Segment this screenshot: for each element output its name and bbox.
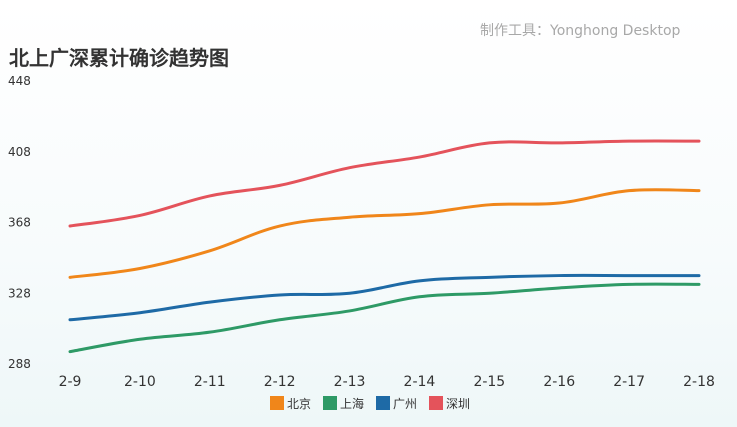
chart-title: 北上广深累计确诊趋势图	[9, 46, 229, 70]
x-tick-label: 2-14	[404, 374, 436, 390]
legend-item[interactable]: 广州	[376, 395, 417, 412]
series-line-深圳	[68, 139, 701, 228]
legend-label: 广州	[393, 396, 418, 411]
legend-label: 北京	[287, 396, 312, 411]
x-tick-label: 2-12	[264, 374, 296, 390]
legend-item[interactable]: 上海	[323, 395, 364, 412]
series-line-北京	[68, 188, 701, 279]
x-tick-label: 2-18	[683, 374, 715, 390]
y-tick-label: 288	[8, 357, 31, 371]
y-tick-label: 408	[8, 145, 31, 159]
x-tick-label: 2-10	[124, 374, 156, 390]
x-tick-label: 2-17	[613, 374, 645, 390]
legend-swatch	[270, 396, 284, 410]
legend-item[interactable]: 深圳	[429, 395, 470, 412]
x-tick-label: 2-9	[59, 374, 82, 390]
series-line-广州	[68, 273, 701, 322]
y-tick-label: 448	[8, 74, 31, 88]
x-tick-label: 2-11	[194, 374, 226, 390]
y-tick-label: 328	[8, 286, 31, 300]
legend-swatch	[323, 396, 338, 410]
series-line-上海	[68, 282, 701, 354]
legend-label: 深圳	[446, 396, 471, 411]
x-tick-label: 2-15	[473, 374, 505, 390]
chart-legend: 北京 上海 广州 深圳	[270, 394, 470, 412]
legend-swatch	[429, 396, 444, 410]
y-tick-label: 368	[8, 216, 31, 230]
legend-swatch	[376, 396, 391, 410]
legend-label: 上海	[340, 396, 365, 411]
legend-item[interactable]: 北京	[270, 395, 311, 412]
watermark: 制作工具：Yonghong Desktop	[480, 23, 681, 39]
x-tick-label: 2-16	[543, 374, 575, 390]
x-tick-label: 2-13	[334, 374, 366, 390]
